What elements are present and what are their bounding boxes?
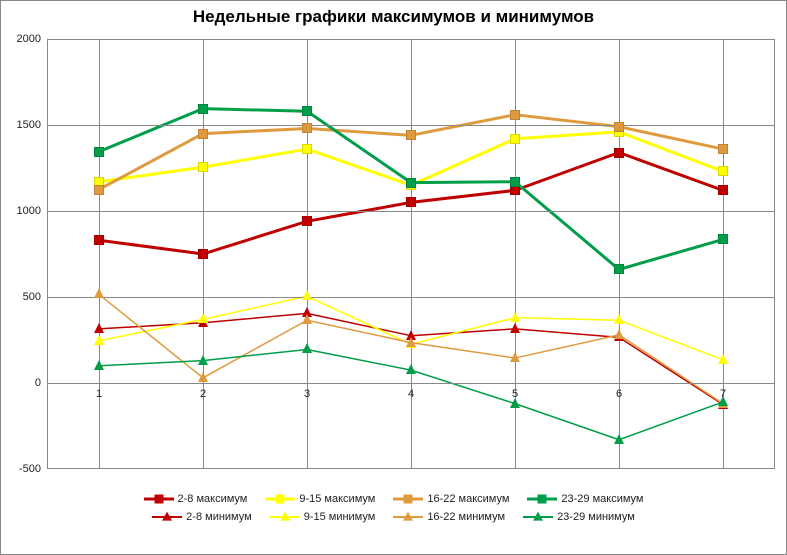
series-marker: [198, 355, 208, 365]
series-marker: [406, 364, 416, 374]
y-tick-label: 0: [35, 377, 47, 389]
legend-item: 9-15 минимум: [270, 511, 376, 523]
series-marker: [718, 185, 728, 195]
series-marker: [510, 134, 520, 144]
legend-swatch: [265, 493, 295, 505]
plot-area: -50005001000150020001234567: [47, 39, 775, 469]
series-marker: [614, 122, 624, 132]
legend-swatch: [527, 493, 557, 505]
gridline-vertical: [619, 39, 620, 469]
series-marker: [718, 354, 728, 364]
series-marker: [718, 234, 728, 244]
series-marker: [198, 249, 208, 259]
series-marker: [302, 216, 312, 226]
series-marker: [94, 235, 104, 245]
series-marker: [94, 288, 104, 298]
legend-label: 16-22 минимум: [427, 511, 505, 523]
series-marker: [510, 352, 520, 362]
legend-label: 23-29 максимум: [561, 493, 643, 505]
chart-title: Недельные графики максимумов и минимумов: [1, 7, 786, 27]
legend-label: 9-15 минимум: [304, 511, 376, 523]
series-marker: [198, 313, 208, 323]
legend-label: 2-8 максимум: [178, 493, 248, 505]
series-marker: [510, 323, 520, 333]
series-marker: [94, 323, 104, 333]
legend-item: 23-29 минимум: [523, 511, 635, 523]
legend-item: 23-29 максимум: [527, 493, 643, 505]
legend-item: 2-8 минимум: [152, 511, 252, 523]
series-marker: [94, 335, 104, 345]
x-tick-label: 2: [200, 385, 206, 400]
series-marker: [614, 264, 624, 274]
x-tick-label: 6: [616, 385, 622, 400]
series-marker: [198, 129, 208, 139]
legend-swatch: [523, 511, 553, 523]
y-tick-label: -500: [19, 463, 47, 475]
x-tick-label: 3: [304, 385, 310, 400]
series-marker: [614, 314, 624, 324]
series-marker: [718, 396, 728, 406]
series-marker: [302, 123, 312, 133]
legend-label: 2-8 минимум: [186, 511, 252, 523]
series-marker: [302, 343, 312, 353]
series-marker: [302, 106, 312, 116]
legend-item: 2-8 максимум: [144, 493, 248, 505]
legend-swatch: [270, 511, 300, 523]
series-marker: [614, 148, 624, 158]
series-marker: [302, 290, 312, 300]
y-tick-label: 1500: [17, 119, 47, 131]
series-marker: [718, 144, 728, 154]
series-marker: [198, 162, 208, 172]
legend-swatch: [393, 511, 423, 523]
legend-label: 9-15 максимум: [299, 493, 375, 505]
series-marker: [94, 185, 104, 195]
series-marker: [718, 166, 728, 176]
x-tick-label: 1: [96, 385, 102, 400]
series-marker: [302, 314, 312, 324]
legend: 2-8 максимум 9-15 максимум 16-22 максимум 2…: [1, 493, 786, 523]
series-marker: [510, 177, 520, 187]
legend-row: 2-8 минимум 9-15 минимум 16-22 минимум 23-2…: [152, 511, 635, 523]
legend-item: 9-15 максимум: [265, 493, 375, 505]
series-marker: [614, 329, 624, 339]
legend-swatch: [152, 511, 182, 523]
series-marker: [198, 104, 208, 114]
series-marker: [510, 312, 520, 322]
series-marker: [406, 130, 416, 140]
gridline-vertical: [411, 39, 412, 469]
series-marker: [406, 178, 416, 188]
legend-row: 2-8 максимум 9-15 максимум 16-22 максимум 2…: [144, 493, 644, 505]
series-marker: [510, 185, 520, 195]
series-marker: [198, 372, 208, 382]
series-marker: [406, 197, 416, 207]
legend-item: 16-22 максимум: [393, 493, 509, 505]
legend-item: 16-22 минимум: [393, 511, 505, 523]
series-marker: [510, 110, 520, 120]
y-tick-label: 1000: [17, 205, 47, 217]
x-tick-label: 4: [408, 385, 414, 400]
legend-label: 23-29 минимум: [557, 511, 635, 523]
series-marker: [302, 144, 312, 154]
series-marker: [94, 147, 104, 157]
legend-label: 16-22 максимум: [427, 493, 509, 505]
gridline-vertical: [307, 39, 308, 469]
y-tick-label: 2000: [17, 33, 47, 45]
series-marker: [406, 337, 416, 347]
gridline-vertical: [99, 39, 100, 469]
series-marker: [510, 398, 520, 408]
y-tick-label: 500: [23, 291, 47, 303]
legend-swatch: [393, 493, 423, 505]
series-marker: [614, 434, 624, 444]
chart-container: Недельные графики максимумов и минимумов…: [0, 0, 787, 555]
legend-swatch: [144, 493, 174, 505]
series-marker: [94, 360, 104, 370]
